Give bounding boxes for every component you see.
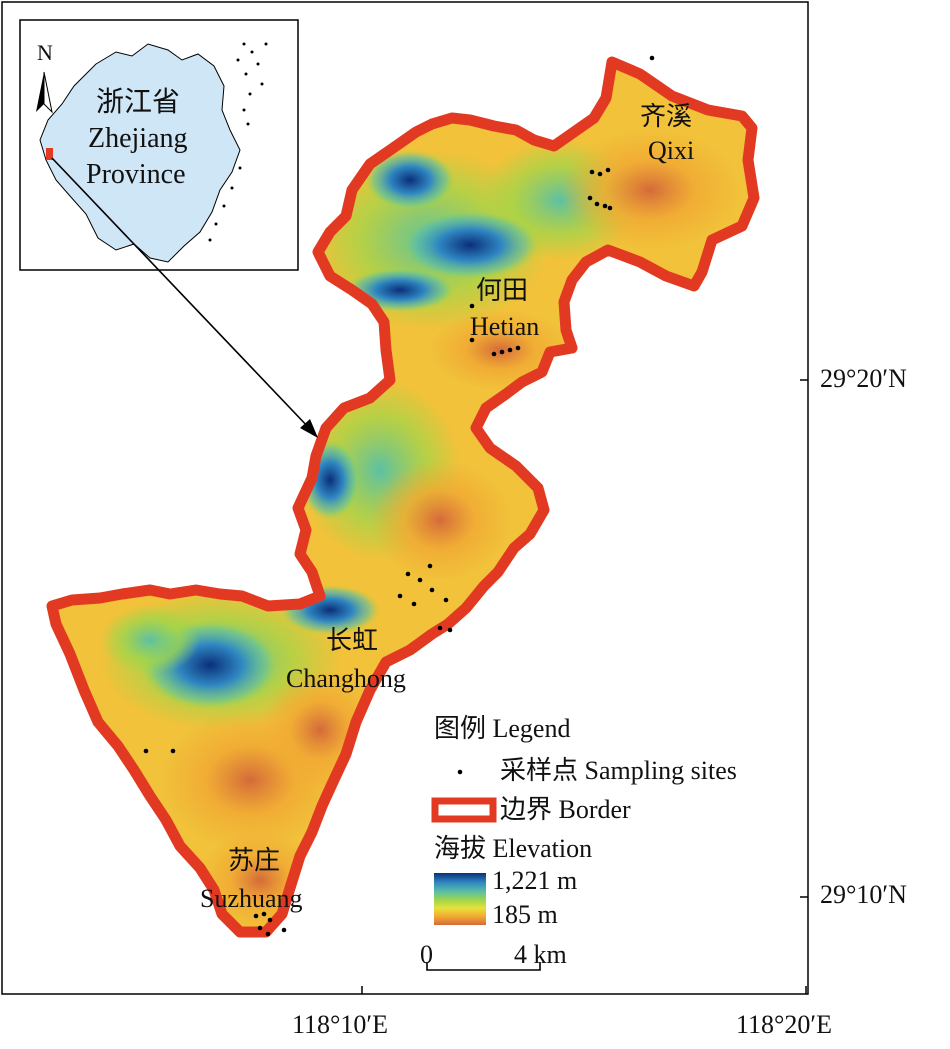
- inset-province-name-en-1: Zhejiang: [88, 123, 188, 154]
- place-label-hetian-cn: 何田: [476, 276, 529, 305]
- lat-label-2910: 29°10′N: [820, 880, 907, 909]
- sampling-sites: [143, 55, 655, 937]
- scale-label-zero: 0: [420, 940, 433, 969]
- map-frame: [1, 1, 809, 995]
- scale-bar: [426, 962, 541, 971]
- place-label-changhong-en: Changhong: [286, 664, 406, 693]
- lon-label-11820: 118°20′E: [736, 1010, 833, 1039]
- legend-elevation-ramp: [434, 873, 486, 925]
- inset-north-label: N: [37, 40, 53, 65]
- locator-arrow: [51, 157, 318, 438]
- legend-sampling-symbol: [457, 769, 463, 775]
- scale-label-4km: 4 km: [514, 940, 567, 969]
- legend-border-symbol: [431, 797, 497, 823]
- legend-graphics: [431, 769, 497, 925]
- place-label-suzhuang-cn: 苏庄: [228, 846, 281, 875]
- region-border: [46, 56, 760, 938]
- inset-province-name-en-2: Province: [86, 159, 186, 190]
- inset-province-name-cn: 浙江省: [96, 87, 181, 118]
- legend-elevation-max: 1,221 m: [492, 866, 578, 895]
- north-arrow-icon: [36, 71, 53, 114]
- place-label-qixi-en: Qixi: [648, 136, 695, 165]
- place-label-qixi-cn: 齐溪: [640, 102, 693, 131]
- legend-elevation-title: 海拔 Elevation: [434, 834, 593, 863]
- legend-elevation-min: 185 m: [492, 900, 558, 929]
- legend-title: 图例 Legend: [434, 714, 571, 743]
- inset-map: [19, 19, 299, 271]
- legend-sampling-label: 采样点 Sampling sites: [500, 756, 737, 785]
- legend-border-label: 边界 Border: [500, 795, 631, 824]
- lat-label-2920: 29°20′N: [820, 364, 907, 393]
- place-label-suzhuang-en: Suzhuang: [200, 884, 303, 913]
- place-label-changhong-cn: 长虹: [326, 626, 379, 655]
- coastal-islands: [208, 42, 268, 242]
- axis-ticks: [361, 379, 808, 994]
- study-area-marker: [46, 148, 53, 160]
- lon-label-11810: 118°10′E: [292, 1010, 389, 1039]
- place-label-hetian-en: Hetian: [470, 312, 540, 341]
